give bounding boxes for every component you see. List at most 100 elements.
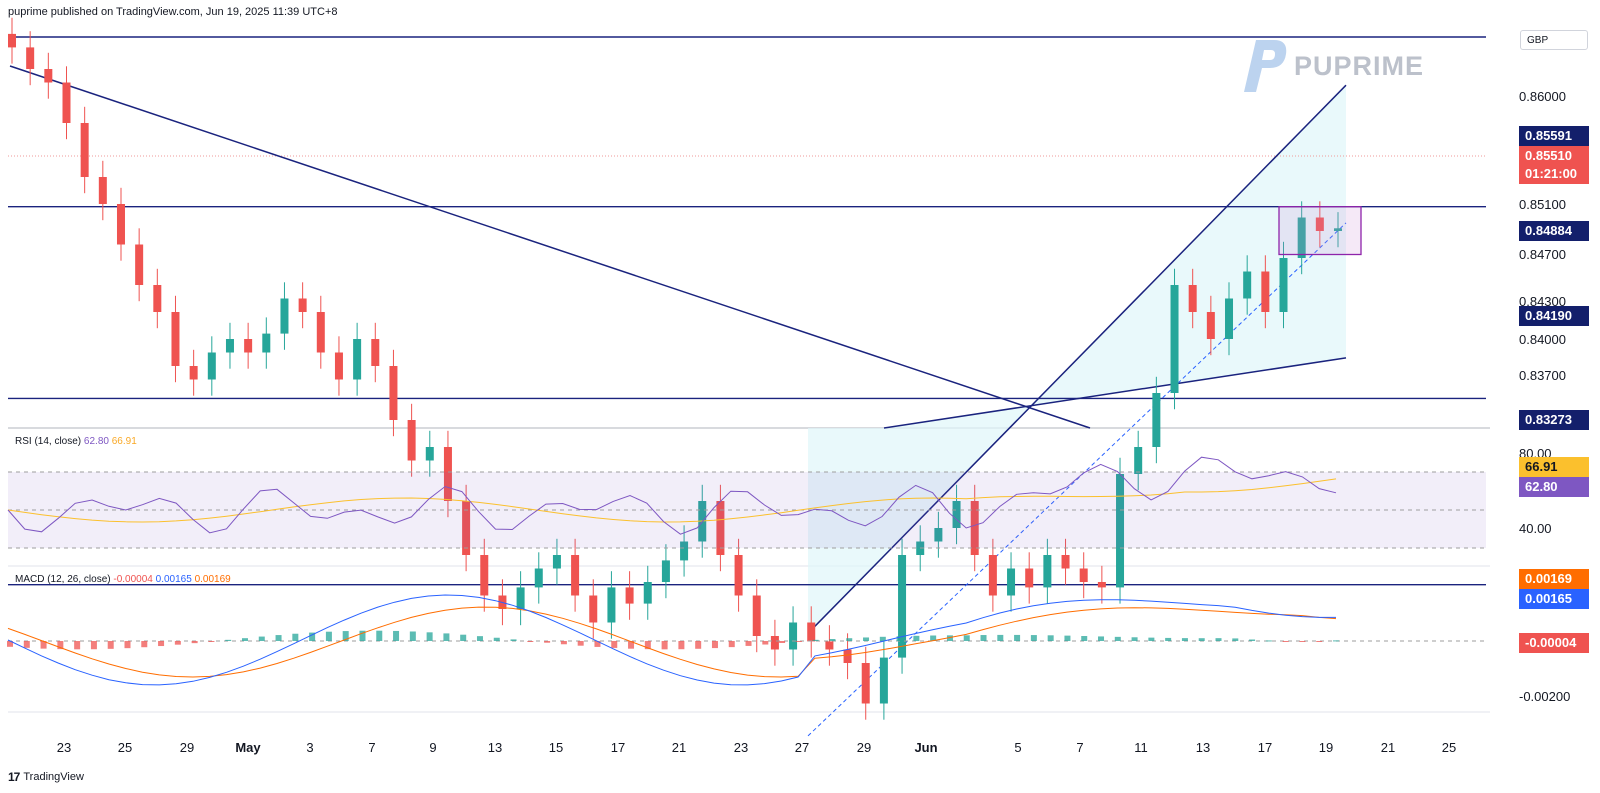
macd-hist-bar [577, 641, 584, 646]
candle-body [680, 541, 689, 561]
brand-p-icon [1244, 40, 1287, 92]
price-axis-label: 0.84700 [1519, 247, 1566, 262]
macd-hist-bar [1299, 641, 1306, 642]
candle-body [1334, 228, 1342, 231]
macd-hist-bar [376, 630, 383, 641]
price-tag: 0.85510 [1519, 146, 1589, 166]
descending-trendline [9, 65, 1091, 429]
macd-hist-bar [527, 641, 534, 642]
candle-body [135, 244, 144, 285]
macd-hist-bar [695, 641, 702, 649]
price-tag: 0.85591 [1519, 126, 1589, 146]
rsi-ma-value: 66.91 [111, 436, 137, 447]
macd-hist-bar [863, 637, 870, 641]
macd-hist-bar [460, 634, 467, 641]
macd-hist-bar [779, 641, 786, 643]
time-axis-label: 7 [368, 740, 376, 755]
candle-body [1243, 271, 1252, 299]
candle-body [1279, 258, 1288, 312]
macd-hist-bar [493, 637, 500, 641]
time-axis-label: 21 [1380, 740, 1396, 755]
candle-body [952, 501, 961, 528]
macd-hist-bar [124, 641, 131, 649]
candle-body [716, 501, 725, 555]
candle-body [825, 641, 834, 650]
candle-body [443, 447, 452, 501]
candle-body [1315, 217, 1324, 231]
candle-body [970, 501, 979, 555]
time-axis-label: 29 [179, 740, 195, 755]
macd-hist-bar [1282, 641, 1289, 642]
macd-hist-bar [678, 641, 685, 650]
time-axis-label: May [235, 740, 261, 755]
candle-body [589, 595, 598, 623]
candle-body [571, 555, 580, 596]
candle-body [625, 587, 634, 604]
macd-hist-bar [393, 630, 400, 641]
time-axis-label: 13 [1195, 740, 1211, 755]
macd-hist-bar [728, 641, 735, 648]
macd-legend: MACD (12, 26, close) -0.00004 0.00165 0.… [15, 574, 231, 585]
channel-mid-line [807, 222, 1347, 737]
macd-hist-bar [812, 639, 819, 641]
candle-body [1225, 298, 1234, 339]
candle-body [534, 568, 543, 588]
indicator-axis-label: -0.00200 [1519, 689, 1571, 704]
time-axis-label: 29 [856, 740, 872, 755]
macd-hist-bar [594, 641, 601, 647]
candle-body [171, 312, 180, 366]
tradingview-icon: 17 [8, 770, 20, 784]
macd-line [7, 594, 1336, 686]
price-axis-label: 0.86000 [1519, 89, 1566, 104]
candle-body [843, 649, 852, 663]
candle-body [1025, 568, 1034, 588]
candle-body [879, 657, 888, 704]
candle-body [80, 123, 89, 177]
macd-hist-bar [1249, 639, 1256, 641]
macd-hist-bar [1181, 638, 1188, 641]
macd-hist-bar [275, 635, 282, 641]
macd-signal-value: 0.00169 [194, 574, 231, 585]
candle-body [861, 663, 870, 704]
indicator-tag: -0.00004 [1519, 633, 1589, 653]
candle-body [516, 587, 525, 609]
candle-body [225, 339, 234, 353]
macd-hist-bar [241, 638, 248, 641]
macd-hist-bar [829, 639, 836, 641]
candle-body [98, 177, 107, 204]
candle-body [334, 352, 343, 380]
macd-line-value: 0.00165 [155, 574, 192, 585]
macd-hist-bar [191, 641, 198, 644]
channel-upper-line [807, 84, 1347, 634]
candle-body [752, 595, 761, 636]
footer-logo: 17 TradingView [8, 770, 84, 784]
macd-hist-bar [57, 641, 64, 650]
time-axis-label: Jun [914, 740, 938, 755]
candle-body [643, 582, 652, 604]
macd-hist-bar [1232, 638, 1239, 641]
candle-body [1297, 217, 1306, 258]
candle-body [262, 333, 271, 353]
macd-hist-bar [476, 636, 483, 641]
candle-body [189, 366, 198, 380]
macd-hist-bar [980, 635, 987, 641]
macd-hist-bar [1030, 635, 1037, 641]
indicator-tag: 0.00165 [1519, 589, 1589, 609]
macd-hist-bar [644, 641, 651, 650]
macd-hist-bar [292, 633, 299, 641]
candle-body [8, 33, 16, 48]
macd-hist-value: -0.00004 [113, 574, 153, 585]
candle-body [552, 555, 561, 569]
candle-body [1170, 285, 1179, 393]
macd-hist-bar [544, 641, 551, 643]
candle-body [1079, 568, 1088, 582]
time-axis-label: 9 [429, 740, 437, 755]
time-axis-label: 27 [794, 740, 810, 755]
candle-body [607, 587, 616, 623]
brand-logo: PUPRIME [1242, 38, 1424, 94]
currency-selector[interactable]: GBP [1520, 30, 1588, 50]
macd-hist-bar [1316, 641, 1323, 642]
candle-body [661, 560, 670, 582]
candle-body [425, 447, 434, 461]
